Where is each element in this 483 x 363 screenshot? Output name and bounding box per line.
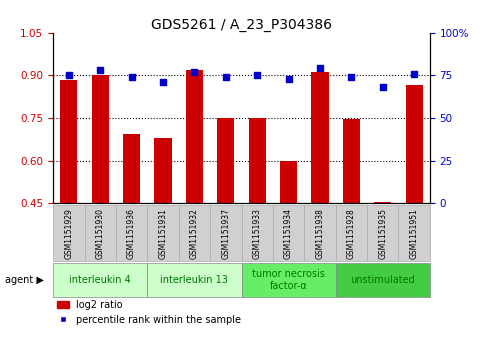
Bar [155, 138, 171, 203]
Text: tumor necrosis
factor-α: tumor necrosis factor-α [252, 269, 325, 291]
Bar [249, 118, 266, 203]
Point [65, 72, 73, 78]
Point [316, 66, 324, 72]
Bar [312, 73, 328, 203]
Legend: log2 ratio, percentile rank within the sample: log2 ratio, percentile rank within the s… [53, 296, 245, 329]
Text: GSM1151930: GSM1151930 [96, 208, 105, 259]
Text: agent ▶: agent ▶ [5, 275, 43, 285]
Point [348, 74, 355, 80]
Text: interleukin 4: interleukin 4 [70, 275, 131, 285]
Title: GDS5261 / A_23_P304386: GDS5261 / A_23_P304386 [151, 18, 332, 32]
Point [159, 79, 167, 85]
Bar [374, 202, 391, 203]
Text: GSM1151951: GSM1151951 [410, 208, 419, 259]
Text: GSM1151928: GSM1151928 [347, 208, 356, 258]
Point [285, 76, 293, 82]
Bar [92, 75, 109, 203]
Bar [60, 79, 77, 203]
Text: GSM1151936: GSM1151936 [127, 208, 136, 259]
Text: GSM1151929: GSM1151929 [64, 208, 73, 259]
Bar [343, 119, 360, 203]
Text: GSM1151934: GSM1151934 [284, 208, 293, 259]
Point [253, 72, 261, 78]
Point [97, 67, 104, 73]
Text: unstimulated: unstimulated [350, 275, 415, 285]
Text: GSM1151933: GSM1151933 [253, 208, 262, 259]
Point [222, 74, 230, 80]
Point [410, 71, 418, 77]
Point [379, 84, 386, 90]
Point [128, 74, 135, 80]
Bar [406, 85, 423, 203]
Text: GSM1151931: GSM1151931 [158, 208, 168, 259]
Bar [280, 160, 297, 203]
Text: GSM1151937: GSM1151937 [221, 208, 230, 259]
Text: GSM1151935: GSM1151935 [378, 208, 387, 259]
Text: GSM1151938: GSM1151938 [315, 208, 325, 259]
Bar [186, 70, 203, 203]
Point [190, 69, 199, 75]
Text: GSM1151932: GSM1151932 [190, 208, 199, 259]
Bar [217, 118, 234, 203]
Text: interleukin 13: interleukin 13 [160, 275, 228, 285]
Bar [123, 134, 140, 203]
